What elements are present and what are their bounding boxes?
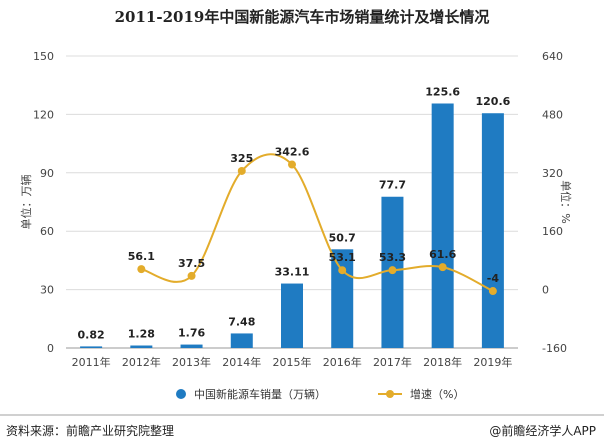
bar: [180, 344, 203, 348]
growth-value-label: -4: [487, 272, 500, 285]
x-tick-label: 2015年: [273, 355, 312, 369]
bar-value-label: 0.82: [78, 328, 105, 341]
bar-value-label: 33.11: [275, 266, 310, 279]
y2-tick-label: -160: [542, 342, 567, 355]
bar-value-label: 125.6: [425, 85, 460, 98]
growth-line: [141, 153, 494, 292]
growth-point: [137, 265, 146, 274]
y2-tick-label: 160: [542, 225, 563, 238]
y2-tick-label: 640: [542, 50, 563, 63]
y2-tick-label: 0: [542, 284, 549, 297]
y-tick-label: 60: [40, 225, 54, 238]
source-note: 资料来源：前瞻产业研究院整理: [6, 424, 175, 438]
growth-value-label: 61.6: [429, 248, 456, 261]
y-tick-label: 0: [47, 342, 54, 355]
legend-bar-swatch: [176, 389, 186, 399]
x-tick-label: 2016年: [323, 355, 362, 369]
x-tick-label: 2019年: [473, 355, 512, 369]
footer: 资料来源：前瞻产业研究院整理 @前瞻经济学人APP: [0, 414, 604, 444]
chart-title: 2011-2019年中国新能源汽车市场销量统计及增长情况: [114, 8, 490, 26]
legend-item-sales: 中国新能源车销量（万辆）: [176, 386, 326, 402]
x-tick-label: 2014年: [222, 355, 261, 369]
growth-point: [388, 266, 397, 275]
brand-credit: @前瞻经济学人APP: [489, 424, 596, 438]
legend-label-growth: 增速（%）: [410, 388, 465, 401]
x-tick-label: 2018年: [423, 355, 462, 369]
growth-value-label: 56.1: [128, 250, 155, 263]
bar-value-label: 50.7: [329, 231, 356, 244]
growth-point: [237, 166, 246, 175]
bar: [230, 333, 253, 348]
bar-value-label: 77.7: [379, 179, 406, 192]
x-tick-label: 2017年: [373, 355, 412, 369]
bar: [481, 113, 504, 349]
growth-value-label: 325: [230, 152, 253, 165]
growth-point: [288, 160, 296, 169]
bar: [281, 283, 303, 348]
x-tick-label: 2011年: [72, 355, 111, 369]
y-tick-label: 90: [40, 167, 54, 180]
y-tick-label: 150: [33, 50, 54, 63]
legend-line-swatch: [378, 390, 402, 398]
legend-item-growth: 增速（%）: [378, 386, 464, 402]
y2-tick-label: 320: [542, 167, 563, 180]
growth-value-label: 342.6: [275, 146, 310, 159]
growth-point: [338, 266, 347, 275]
y2-axis-title: 单位：%: [559, 180, 573, 223]
x-tick-label: 2012年: [122, 355, 161, 369]
bar-value-label: 120.6: [475, 95, 510, 108]
y-axis-title: 单位：万辆: [19, 175, 33, 230]
growth-value-label: 53.1: [329, 251, 356, 264]
legend-label-sales: 中国新能源车销量（万辆）: [194, 388, 326, 401]
bar: [80, 346, 103, 348]
y-tick-label: 120: [33, 108, 54, 121]
bar: [431, 103, 454, 349]
y-tick-label: 30: [40, 284, 54, 297]
bar-value-label: 1.76: [178, 327, 205, 340]
growth-point: [438, 263, 447, 272]
y2-tick-label: 480: [542, 108, 563, 121]
bar-value-label: 7.48: [228, 315, 255, 328]
legend: 中国新能源车销量（万辆） 增速（%）: [0, 386, 604, 406]
bar-value-label: 1.28: [128, 328, 155, 341]
bar: [130, 345, 153, 348]
growth-value-label: 53.3: [379, 251, 406, 264]
growth-value-label: 37.5: [178, 257, 205, 270]
x-tick-label: 2013年: [172, 355, 211, 369]
growth-point: [488, 287, 497, 296]
growth-point: [187, 271, 196, 280]
chart-canvas: 0 30 60 90 120 150 -160 0 160 320 480 640 单位：万辆 单位：% 2…: [19, 50, 573, 369]
